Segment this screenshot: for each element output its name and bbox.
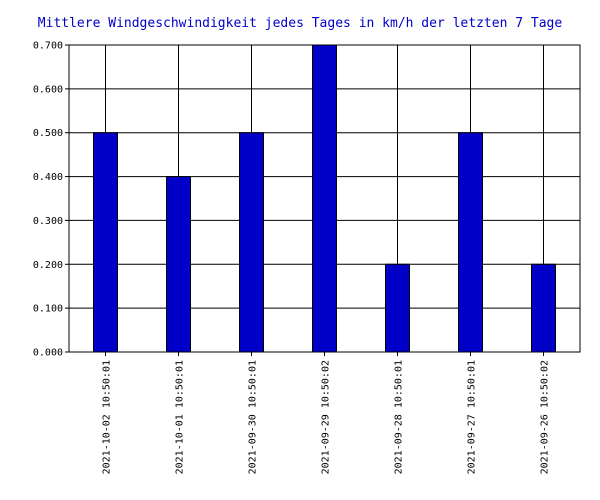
x-tick-label: 2021-09-27 10:50:01 [467,360,478,474]
y-tick-label: 0.300 [33,216,63,227]
y-tick-label: 0.700 [33,41,63,52]
y-tick-label: 0.500 [33,128,63,139]
bar [531,263,556,353]
x-tick-label: 2021-09-28 10:50:01 [394,360,405,474]
x-axis: 2021-10-02 10:50:01 2021-10-01 10:50:01 20… [102,352,551,474]
chart-title: Mittlere Windgeschwindigkeit jedes Tages… [38,16,563,31]
bar [93,132,118,353]
plot-frame [68,44,581,353]
y-tick-label: 0.200 [33,260,63,271]
bar-series [93,44,556,353]
x-tick-label: 2021-09-30 10:50:01 [248,360,259,474]
bar [239,132,264,353]
x-tick-label: 2021-09-29 10:50:02 [321,360,332,474]
y-tick-label: 0.100 [33,304,63,315]
x-tick-label: 2021-10-01 10:50:01 [175,360,186,474]
x-tick-label: 2021-10-02 10:50:01 [102,360,113,474]
x-tick-label: 2021-09-26 10:50:02 [540,360,551,474]
y-tick-label: 0.400 [33,172,63,183]
bar [166,176,191,353]
y-axis: 0.000 0.100 0.200 0.300 0.400 0.500 0.600 0.700 [33,41,69,359]
bar [312,44,337,353]
y-tick-label: 0.600 [33,84,63,95]
y-tick-label: 0.000 [33,348,63,359]
bar [458,132,483,353]
bar [385,263,410,353]
